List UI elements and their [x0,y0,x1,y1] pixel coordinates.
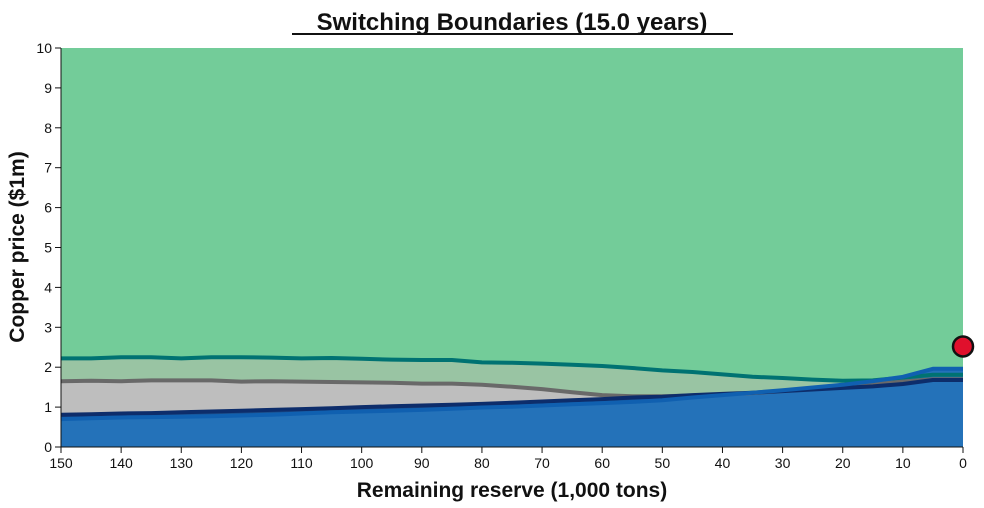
current-state-marker [951,335,975,358]
x-tick-label: 110 [290,455,313,471]
y-tick-label: 6 [44,200,52,216]
x-tick-label: 90 [414,455,430,471]
x-tick-label: 30 [775,455,791,471]
y-tick-label: 4 [44,279,52,295]
y-tick-label: 9 [44,80,52,96]
y-tick-label: 8 [44,120,52,136]
x-tick-label: 10 [895,455,911,471]
x-tick-label: 60 [594,455,610,471]
boundary-line-blue [60,366,963,422]
y-tick-label: 7 [44,160,52,176]
x-tick-label: 20 [835,455,851,471]
y-axis-label: Copper price ($1m) [6,151,29,342]
x-tick-label: 130 [170,455,194,471]
x-tick-label: 100 [350,455,374,471]
x-tick-label: 0 [959,455,967,471]
chart-title: Switching Boundaries (15.0 years) [317,9,708,36]
y-tick-label: 2 [44,359,52,375]
y-tick-label: 3 [44,319,52,335]
x-tick-label: 50 [655,455,671,471]
plot-area [60,48,975,447]
y-tick-label: 1 [44,399,52,415]
x-axis-label: Remaining reserve (1,000 tons) [357,479,667,502]
boundary-line-teal [61,355,963,383]
x-tick-label: 70 [534,455,550,471]
y-tick-label: 5 [44,240,52,256]
y-tick-label: 10 [36,40,52,56]
x-tick-label: 40 [715,455,731,471]
x-tick-label: 120 [230,455,254,471]
x-tick-label: 80 [474,455,490,471]
y-tick-label: 0 [44,439,52,455]
x-tick-label: 150 [49,455,73,471]
x-tick-label: 140 [109,455,133,471]
